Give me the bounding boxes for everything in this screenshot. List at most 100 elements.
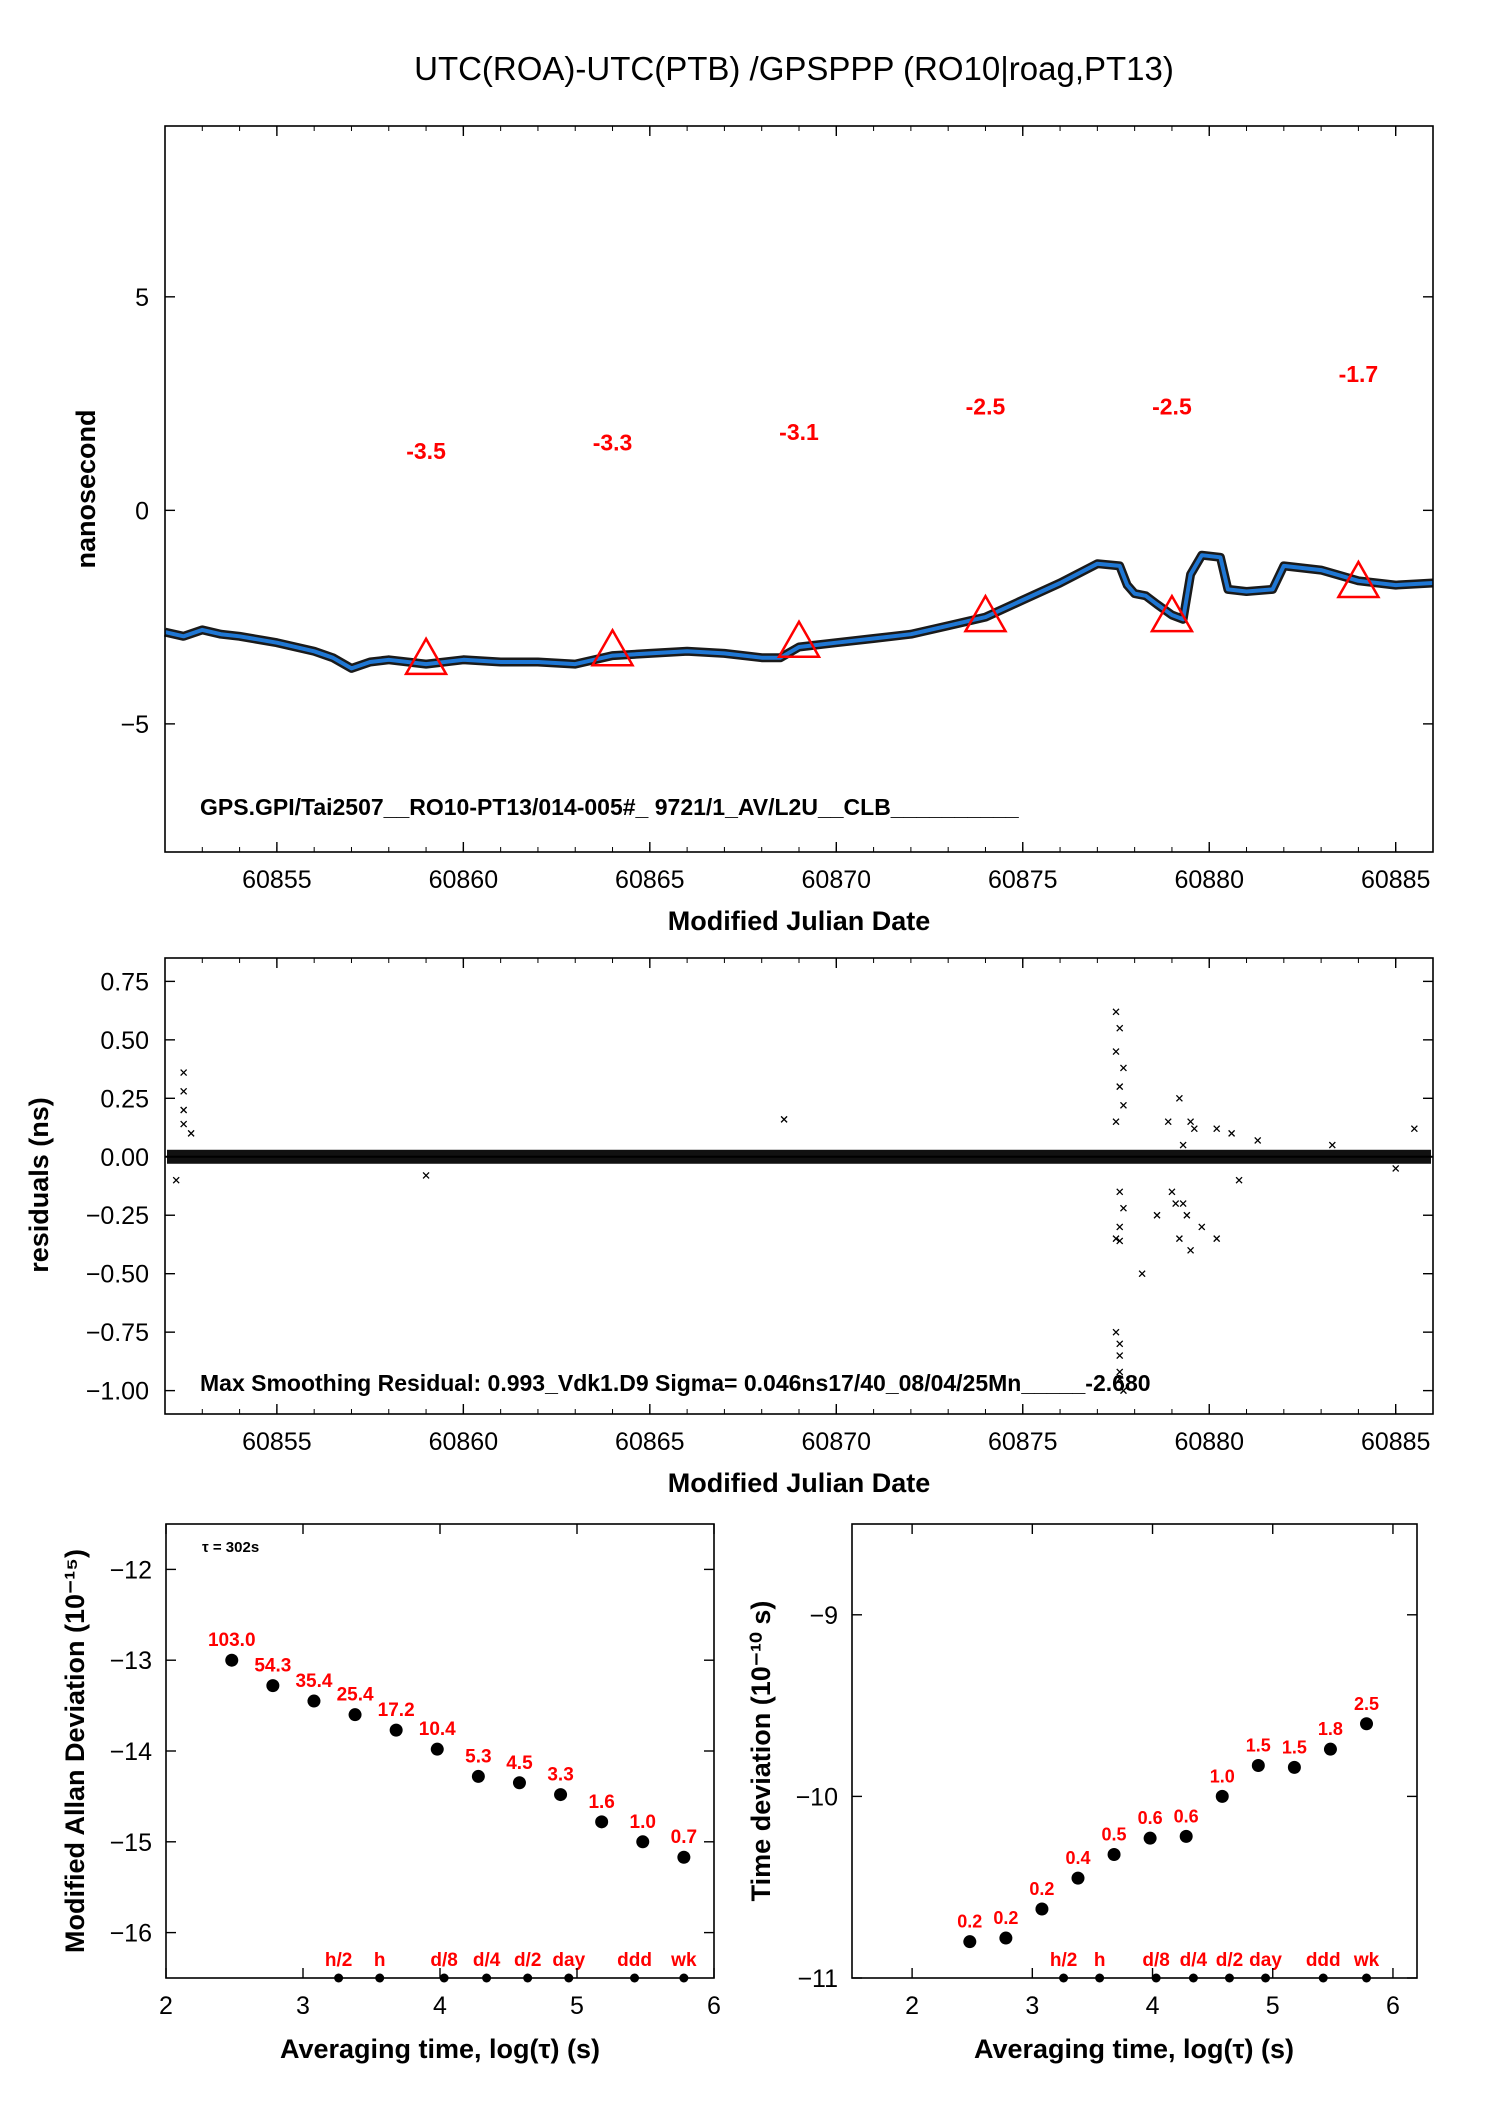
deviation-value-label: 1.5 <box>1282 1737 1307 1757</box>
residuals-plot-frame <box>164 957 1434 1415</box>
deviation-value-label: 2.5 <box>1354 1694 1379 1714</box>
residual-point <box>1116 1368 1124 1376</box>
x-tick-label: 60875 <box>988 1428 1058 1456</box>
deviation-point <box>1107 1848 1121 1862</box>
offset-marker-triangle <box>590 627 635 667</box>
residual-point <box>180 1087 188 1095</box>
residual-point <box>1254 1136 1262 1144</box>
x-tick-label: 60875 <box>988 866 1058 894</box>
offset-marker-label: -3.5 <box>406 438 446 464</box>
residual-point <box>1183 1211 1191 1219</box>
deviation-value-label: 1.8 <box>1318 1719 1343 1739</box>
tdev-plot-frame <box>851 1523 1418 1979</box>
residual-point <box>1120 1064 1127 1072</box>
offset-y-ticks: 5 0 −5 <box>120 284 1433 739</box>
deviation-point <box>963 1935 977 1949</box>
y-tick-label: −12 <box>110 1556 152 1584</box>
tdev-x-ticks: 2 3 4 5 6 <box>905 1524 1400 2020</box>
y-tick-label: 0 <box>135 497 149 525</box>
deviation-value-label: 1.5 <box>1246 1736 1271 1756</box>
offset-y-axis-label: nanosecond <box>71 409 101 568</box>
residual-point <box>1112 1008 1120 1016</box>
offset-panel: -3.5 -3.3 -3.1 -2.5 -2.5 -1.7 60855 60860 60865… <box>71 125 1434 936</box>
residual-point <box>1228 1129 1236 1137</box>
residual-point <box>180 1106 188 1114</box>
y-tick-label: −15 <box>110 1829 152 1857</box>
residual-point <box>1164 1118 1172 1126</box>
tdev-panel: 0.2 0.2 0.2 0.4 0.5 0.6 0.6 1.0 1.5 1.5 1.8 2.5 h/2 h… <box>746 1523 1418 2064</box>
deviation-value-label: 5.3 <box>465 1746 491 1767</box>
residuals-y-ticks: 0.75 0.50 0.25 0.00 −0.25 −0.50 −0.75 −1.00 <box>86 968 1433 1406</box>
deviation-value-label: 35.4 <box>295 1671 332 1692</box>
residual-point <box>1179 1141 1187 1149</box>
deviation-point <box>1071 1871 1085 1885</box>
deviation-point <box>1287 1760 1301 1774</box>
mdev-x-axis-label: Averaging time, log(τ) (s) <box>280 2034 600 2064</box>
x-tick-label: 4 <box>433 1992 447 2020</box>
offset-x-axis-label: Modified Julian Date <box>668 906 931 936</box>
deviation-value-label: 54.3 <box>254 1656 291 1677</box>
y-tick-label: 0.00 <box>100 1144 149 1172</box>
deviation-value-label: 0.4 <box>1065 1848 1090 1868</box>
mdev-y-axis-label: Modified Allan Deviation (10⁻¹⁵) <box>60 1549 90 1953</box>
deviation-point <box>1215 1789 1229 1803</box>
deviation-point <box>554 1788 568 1802</box>
deviation-point <box>1179 1829 1193 1843</box>
residuals-panel: 60855 60860 60865 60870 60875 60880 60885 0.75… <box>24 957 1434 1498</box>
x-tick-label: 60880 <box>1174 1428 1244 1456</box>
x-tick-label: 60855 <box>242 866 312 894</box>
x-tick-label: 5 <box>1266 1992 1280 2020</box>
mdev-plot-area: 103.0 54.335.425.417.210.4 5.3 4.5 3.3 1.6 1.0… <box>208 1630 697 1983</box>
offset-x-ticks: 60855 60860 60865 60870 60875 60880 60885 <box>164 126 1434 894</box>
residual-point <box>180 1120 188 1128</box>
residual-point <box>1168 1188 1176 1196</box>
residual-point <box>1138 1270 1146 1278</box>
tdev-y-ticks: −9 −10 −11 <box>796 1602 1417 1993</box>
interval-marker-label: d/8 <box>430 1950 457 1971</box>
x-tick-label: 3 <box>296 1992 310 2020</box>
mdev-x-ticks: 2 3 4 5 6 <box>159 1524 721 2020</box>
deviation-point <box>1143 1831 1157 1845</box>
residual-point <box>1392 1165 1400 1172</box>
offset-raw-points <box>164 550 1434 673</box>
deviation-point <box>225 1653 239 1667</box>
y-tick-label: 0.50 <box>100 1027 149 1055</box>
residual-point <box>1175 1094 1183 1102</box>
residual-point <box>1190 1125 1198 1133</box>
y-tick-label: −16 <box>110 1920 152 1948</box>
tdev-x-axis-label: Averaging time, log(τ) (s) <box>974 2034 1294 2064</box>
interval-marker-label: ddd <box>1306 1950 1341 1971</box>
y-tick-label: 5 <box>135 284 149 312</box>
deviation-point <box>389 1723 403 1737</box>
mdev-y-ticks: −12 −13 −14 −15 −16 <box>110 1556 714 1948</box>
offset-plot-frame <box>164 125 1434 853</box>
offset-marker-label: -1.7 <box>1339 361 1379 387</box>
residual-point <box>1116 1188 1124 1196</box>
interval-marker-label: h/2 <box>1050 1950 1077 1971</box>
interval-marker-label: h/2 <box>325 1950 352 1971</box>
deviation-value-label: 4.5 <box>506 1753 533 1774</box>
offset-smoothed-line <box>164 553 1434 671</box>
interval-marker-label: ddd <box>617 1950 652 1971</box>
x-tick-label: 60870 <box>802 1428 872 1456</box>
interval-marker-label: day <box>552 1950 585 1971</box>
interval-marker-label: d/4 <box>1180 1950 1208 1971</box>
x-tick-label: 2 <box>905 1992 919 2020</box>
y-tick-label: −11 <box>797 1965 838 1993</box>
residual-point <box>1213 1125 1221 1133</box>
residual-point <box>1112 1118 1120 1126</box>
y-tick-label: −1.00 <box>86 1378 149 1406</box>
deviation-value-label: 0.6 <box>1174 1806 1199 1826</box>
residuals-annotation: Max Smoothing Residual: 0.993_Vdk1.D9 Si… <box>200 1370 1151 1396</box>
residual-point <box>1112 1235 1120 1243</box>
x-tick-label: 2 <box>159 1992 173 2020</box>
offset-marker-triangle <box>1149 593 1195 633</box>
residual-point <box>1120 1204 1127 1212</box>
residual-point <box>1116 1024 1124 1032</box>
x-tick-label: 60855 <box>242 1428 312 1456</box>
x-tick-label: 60885 <box>1361 1428 1431 1456</box>
x-tick-label: 60865 <box>615 866 685 894</box>
residual-point <box>1153 1211 1161 1219</box>
interval-marker-label: d/2 <box>514 1950 541 1971</box>
